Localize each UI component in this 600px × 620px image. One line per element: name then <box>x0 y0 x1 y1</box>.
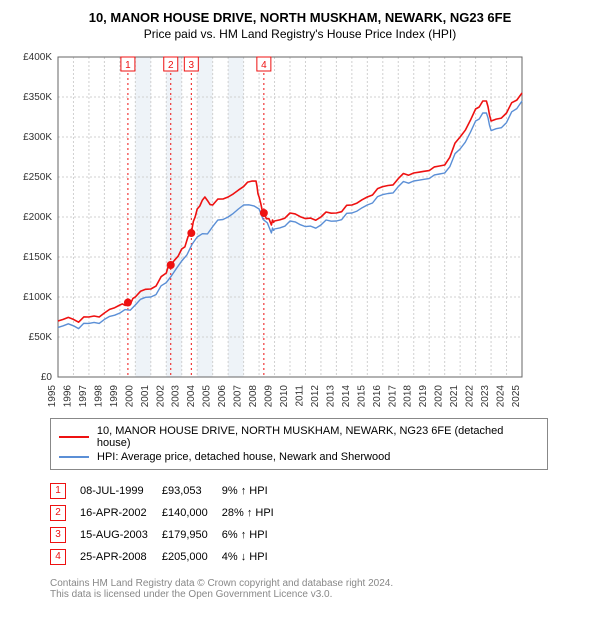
svg-text:2018: 2018 <box>403 385 414 407</box>
svg-text:3: 3 <box>189 60 195 71</box>
transaction-price: £205,000 <box>162 546 222 568</box>
chart-svg: £0 £50K £100K £150K £200K £250K £300K £350K £400… <box>10 47 530 407</box>
legend-swatch <box>59 456 89 458</box>
svg-text:1: 1 <box>125 60 131 71</box>
svg-text:2015: 2015 <box>356 385 367 407</box>
svg-text:2010: 2010 <box>279 385 290 407</box>
transaction-marker: 2 <box>50 505 66 521</box>
legend-label: HPI: Average price, detached house, Newa… <box>97 451 390 463</box>
svg-text:2011: 2011 <box>294 385 305 407</box>
footer-line1: Contains HM Land Registry data © Crown c… <box>50 578 590 589</box>
transaction-row: 4 25-APR-2008£205,0004% ↓ HPI <box>50 546 288 568</box>
svg-text:2012: 2012 <box>310 385 321 407</box>
chart-title: 10, MANOR HOUSE DRIVE, NORTH MUSKHAM, NE… <box>10 10 590 25</box>
svg-text:2019: 2019 <box>418 385 429 407</box>
transaction-row: 2 16-APR-2002£140,00028% ↑ HPI <box>50 502 288 524</box>
svg-text:2023: 2023 <box>480 385 491 407</box>
svg-text:£100K: £100K <box>23 292 52 303</box>
transaction-row: 3 15-AUG-2003£179,9506% ↑ HPI <box>50 524 288 546</box>
svg-text:2005: 2005 <box>202 385 213 407</box>
transaction-row: 1 08-JUL-1999£93,0539% ↑ HPI <box>50 480 288 502</box>
svg-text:2009: 2009 <box>264 385 275 407</box>
svg-text:£250K: £250K <box>23 172 52 183</box>
legend-row: HPI: Average price, detached house, Newa… <box>59 451 539 463</box>
svg-text:£350K: £350K <box>23 92 52 103</box>
svg-text:£400K: £400K <box>23 52 52 63</box>
footer-line2: This data is licensed under the Open Gov… <box>50 589 590 600</box>
price-chart: £0 £50K £100K £150K £200K £250K £300K £350K £400… <box>10 47 590 412</box>
svg-text:1996: 1996 <box>62 385 73 407</box>
svg-text:1995: 1995 <box>47 385 58 407</box>
footer-attribution: Contains HM Land Registry data © Crown c… <box>50 578 590 600</box>
svg-text:2025: 2025 <box>511 385 522 407</box>
transaction-delta: 4% ↓ HPI <box>222 546 288 568</box>
svg-text:2014: 2014 <box>341 385 352 407</box>
svg-text:£200K: £200K <box>23 212 52 223</box>
svg-text:2000: 2000 <box>124 385 135 407</box>
svg-text:1997: 1997 <box>78 385 89 407</box>
svg-text:2004: 2004 <box>186 385 197 407</box>
legend-row: 10, MANOR HOUSE DRIVE, NORTH MUSKHAM, NE… <box>59 425 539 449</box>
transaction-price: £93,053 <box>162 480 222 502</box>
svg-text:2024: 2024 <box>496 385 507 407</box>
transaction-delta: 6% ↑ HPI <box>222 524 288 546</box>
transaction-delta: 28% ↑ HPI <box>222 502 288 524</box>
svg-text:2008: 2008 <box>248 385 259 407</box>
svg-text:2007: 2007 <box>233 385 244 407</box>
svg-text:2021: 2021 <box>449 385 460 407</box>
svg-text:2022: 2022 <box>465 385 476 407</box>
transaction-price: £179,950 <box>162 524 222 546</box>
svg-text:£150K: £150K <box>23 252 52 263</box>
svg-text:2016: 2016 <box>372 385 383 407</box>
svg-text:£0: £0 <box>41 372 53 383</box>
transaction-date: 08-JUL-1999 <box>80 480 162 502</box>
transaction-date: 25-APR-2008 <box>80 546 162 568</box>
legend-label: 10, MANOR HOUSE DRIVE, NORTH MUSKHAM, NE… <box>97 425 539 449</box>
svg-text:1998: 1998 <box>93 385 104 407</box>
svg-text:2020: 2020 <box>434 385 445 407</box>
chart-subtitle: Price paid vs. HM Land Registry's House … <box>10 27 590 41</box>
svg-text:£300K: £300K <box>23 132 52 143</box>
legend: 10, MANOR HOUSE DRIVE, NORTH MUSKHAM, NE… <box>50 418 548 470</box>
transaction-marker: 3 <box>50 527 66 543</box>
svg-text:2001: 2001 <box>140 385 151 407</box>
svg-text:2017: 2017 <box>387 385 398 407</box>
svg-text:1999: 1999 <box>109 385 120 407</box>
transaction-date: 16-APR-2002 <box>80 502 162 524</box>
svg-text:4: 4 <box>261 60 267 71</box>
transaction-marker: 4 <box>50 549 66 565</box>
transaction-delta: 9% ↑ HPI <box>222 480 288 502</box>
svg-text:2: 2 <box>168 60 174 71</box>
svg-text:£50K: £50K <box>29 332 53 343</box>
transaction-marker: 1 <box>50 483 66 499</box>
svg-text:2002: 2002 <box>155 385 166 407</box>
svg-text:2006: 2006 <box>217 385 228 407</box>
transaction-price: £140,000 <box>162 502 222 524</box>
legend-swatch <box>59 436 89 438</box>
transaction-date: 15-AUG-2003 <box>80 524 162 546</box>
svg-text:2003: 2003 <box>171 385 182 407</box>
svg-text:2013: 2013 <box>325 385 336 407</box>
transactions-table: 1 08-JUL-1999£93,0539% ↑ HPI 2 16-APR-2002£… <box>50 480 288 568</box>
